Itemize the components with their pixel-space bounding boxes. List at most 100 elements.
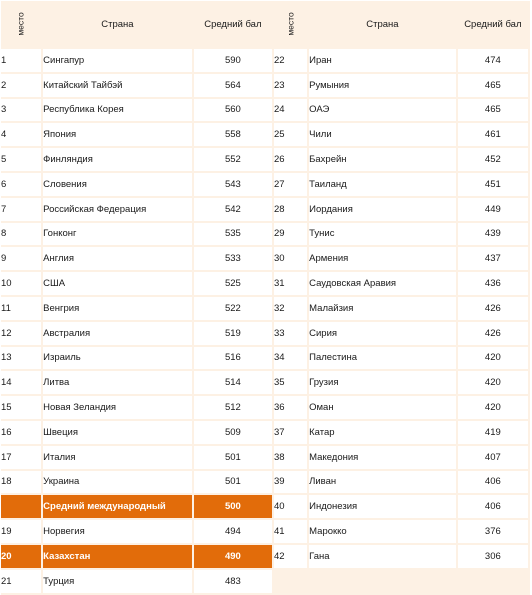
score-cell-right: 426 (457, 296, 530, 322)
rank-header: место (1, 1, 44, 49)
score-header-right: Средний бал (457, 1, 530, 49)
score-cell: 509 (193, 420, 275, 446)
score-cell-right: 474 (457, 49, 530, 74)
rank-cell: 19 (1, 520, 44, 545)
score-cell-right: 461 (457, 123, 530, 149)
rank-cell: 6 (1, 172, 44, 198)
rank-cell-right: 32 (274, 296, 310, 322)
country-cell-right: Грузия (309, 371, 458, 397)
country-cell: Китайский Тайбэй (43, 73, 194, 99)
score-cell-right: 426 (457, 321, 530, 347)
rank-cell: 11 (1, 296, 44, 322)
table-row: 5 Финляндия 552 26 Бахрейн 452 (1, 148, 530, 173)
score-cell-right: 452 (457, 148, 530, 173)
rank-cell: 16 (1, 420, 44, 446)
rank-cell-right: 36 (274, 396, 310, 421)
country-cell-right: Малайзия (309, 296, 458, 322)
rank-cell: 18 (1, 470, 44, 496)
country-cell-right: Индонезия (309, 495, 458, 521)
rank-cell-right: 40 (274, 495, 310, 521)
country-cell: Норвегия (43, 520, 194, 545)
country-cell: Англия (43, 247, 194, 273)
table-row: 1 Сингапур 590 22 Иран 474 (1, 49, 530, 74)
country-cell: Израиль (43, 346, 194, 372)
rank-cell: 17 (1, 445, 44, 471)
table-row: 3 Республика Корея 560 24 ОАЭ 465 (1, 98, 530, 124)
score-cell: 490 (193, 544, 275, 570)
score-cell: 494 (193, 520, 275, 545)
score-cell: 560 (193, 98, 275, 124)
country-cell: Новая Зеландия (43, 396, 194, 421)
table-row: 16 Швеция 509 37 Катар 419 (1, 420, 530, 446)
rank-cell: 8 (1, 222, 44, 248)
table-row: 12 Австралия 519 33 Сирия 426 (1, 321, 530, 347)
table-row: 19 Норвегия 494 41 Марокко 376 (1, 520, 530, 545)
rank-cell: 1 (1, 49, 44, 74)
score-cell-right: 439 (457, 222, 530, 248)
score-cell: 552 (193, 148, 275, 173)
country-cell: Швеция (43, 420, 194, 446)
rank-cell-right: 33 (274, 321, 310, 347)
country-cell-right: Сирия (309, 321, 458, 347)
score-cell-right: 376 (457, 520, 530, 545)
rank-cell-right: 38 (274, 445, 310, 471)
country-cell-right: Палестина (309, 346, 458, 372)
rank-cell-right: 30 (274, 247, 310, 273)
rank-cell: 5 (1, 148, 44, 173)
country-cell-right: ОАЭ (309, 98, 458, 124)
table-row: 14 Литва 514 35 Грузия 420 (1, 371, 530, 397)
score-cell-right: 406 (457, 495, 530, 521)
country-cell: Российская Федерация (43, 197, 194, 223)
score-cell: 514 (193, 371, 275, 397)
country-cell-right: Саудовская Аравия (309, 272, 458, 297)
rank-cell: 21 (1, 569, 44, 595)
rank-cell: 10 (1, 272, 44, 297)
score-cell: 519 (193, 321, 275, 347)
score-cell-right: 465 (457, 73, 530, 99)
rank-header-right: место (274, 1, 310, 49)
score-cell: 501 (193, 470, 275, 496)
country-cell-right: Армения (309, 247, 458, 273)
rank-cell: 9 (1, 247, 44, 273)
score-cell-right: 306 (457, 544, 530, 570)
score-cell-right: 449 (457, 197, 530, 223)
country-cell: Турция (43, 569, 194, 595)
rank-cell-right: 24 (274, 98, 310, 124)
country-cell-right: Иран (309, 49, 458, 74)
rank-cell: 13 (1, 346, 44, 372)
country-cell: Украина (43, 470, 194, 496)
table-row: 10 США 525 31 Саудовская Аравия 436 (1, 272, 530, 297)
country-cell: Финляндия (43, 148, 194, 173)
score-cell: 533 (193, 247, 275, 273)
score-cell: 535 (193, 222, 275, 248)
table-row: 8 Гонконг 535 29 Тунис 439 (1, 222, 530, 248)
table-body: 1 Сингапур 590 22 Иран 474 2 Китайский Тайбэй 56… (1, 49, 530, 595)
table-row: 18 Украина 501 39 Ливан 406 (1, 470, 530, 496)
rank-cell: 15 (1, 396, 44, 421)
country-header-right: Страна (309, 1, 458, 49)
rank-cell-right: 42 (274, 544, 310, 570)
country-cell: Казахстан (43, 544, 194, 570)
rank-cell: 4 (1, 123, 44, 149)
country-cell-right: Чили (309, 123, 458, 149)
rank-cell: 14 (1, 371, 44, 397)
rank-cell-right: 37 (274, 420, 310, 446)
rank-cell: 7 (1, 197, 44, 223)
country-cell: Сингапур (43, 49, 194, 74)
country-cell: Венгрия (43, 296, 194, 322)
rank-cell-right: 26 (274, 148, 310, 173)
score-header: Средний бал (193, 1, 275, 49)
score-cell: 590 (193, 49, 275, 74)
table-row: Средний международный 500 40 Индонезия 406 (1, 495, 530, 521)
score-cell: 543 (193, 172, 275, 198)
score-cell: 564 (193, 73, 275, 99)
country-cell: Словения (43, 172, 194, 198)
country-cell-right: Бахрейн (309, 148, 458, 173)
score-cell: 542 (193, 197, 275, 223)
score-cell: 516 (193, 346, 275, 372)
score-cell-right: 465 (457, 98, 530, 124)
table-row: 20 Казахстан 490 42 Гана 306 (1, 544, 530, 570)
country-cell: Республика Корея (43, 98, 194, 124)
rank-cell-right: 41 (274, 520, 310, 545)
